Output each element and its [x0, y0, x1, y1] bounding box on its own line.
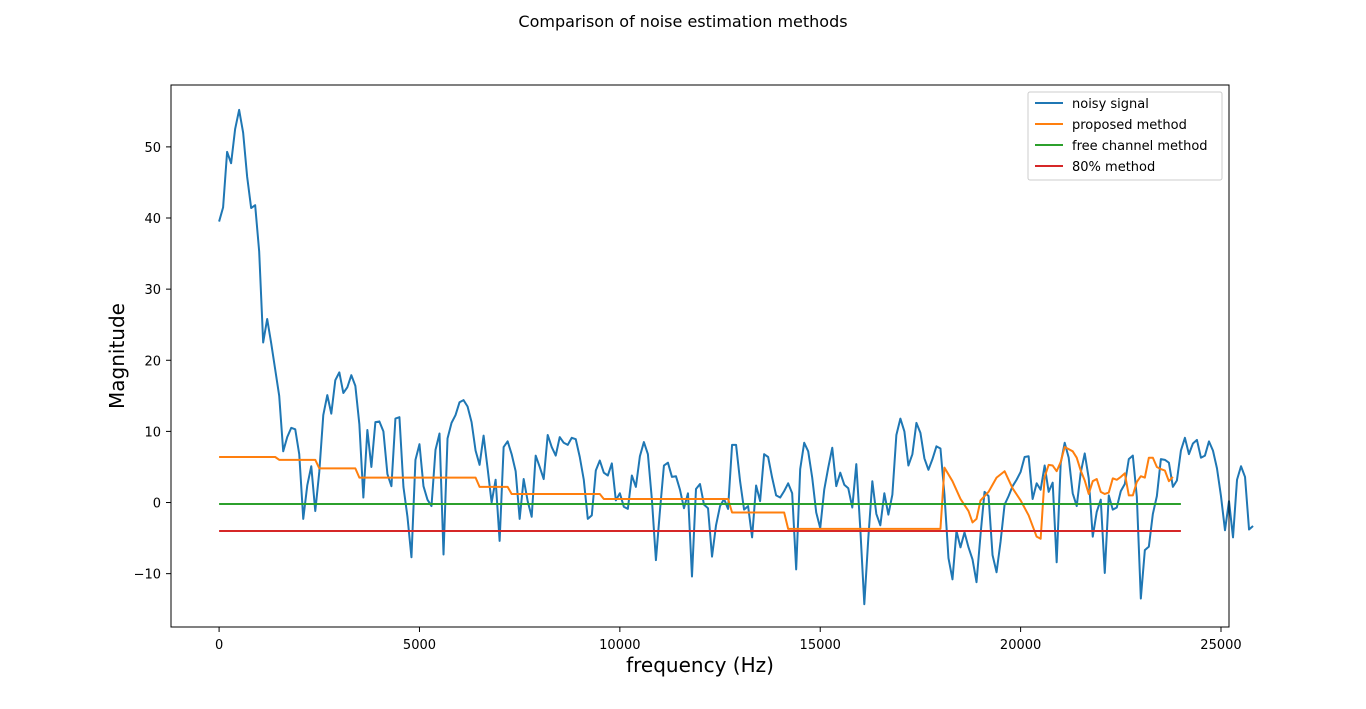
series-line-proposed-method	[219, 446, 1174, 540]
y-tick-label: 40	[144, 212, 161, 227]
plot-frame	[170, 84, 1230, 628]
x-tick-label: 0	[215, 638, 223, 653]
x-tick-label: 15000	[800, 638, 841, 653]
x-tick-label: 20000	[1000, 638, 1041, 653]
x-tick-label: 25000	[1200, 638, 1241, 653]
legend-box	[1027, 91, 1223, 181]
x-tick-label: 10000	[599, 638, 640, 653]
y-tick-label: 10	[144, 425, 161, 440]
series-layer	[218, 108, 1254, 606]
plot-area	[170, 84, 1254, 628]
y-tick-label: 30	[144, 283, 161, 298]
x-axis: 0 5000 10000 15000 20000 25000	[215, 627, 1242, 653]
legend-label-proposed-method: proposed method	[1072, 118, 1187, 133]
y-tick-label: 20	[144, 354, 161, 369]
y-tick-label: −10	[134, 568, 161, 583]
x-axis-label: frequency (Hz)	[626, 653, 774, 677]
legend-label-noisy-signal: noisy signal	[1072, 97, 1149, 112]
chart-title: Comparison of noise estimation methods	[518, 12, 847, 31]
y-axis: −10 0 10 20 30 40 50	[134, 141, 171, 583]
legend-label-80-method: 80% method	[1072, 160, 1155, 175]
x-tick-label: 5000	[403, 638, 436, 653]
y-tick-label: 0	[153, 497, 161, 512]
legend: noisy signal proposed method free channe…	[1027, 91, 1223, 181]
y-tick-label: 50	[144, 141, 161, 156]
legend-label-free-channel-method: free channel method	[1072, 139, 1208, 154]
y-axis-label: Magnitude	[105, 303, 129, 409]
